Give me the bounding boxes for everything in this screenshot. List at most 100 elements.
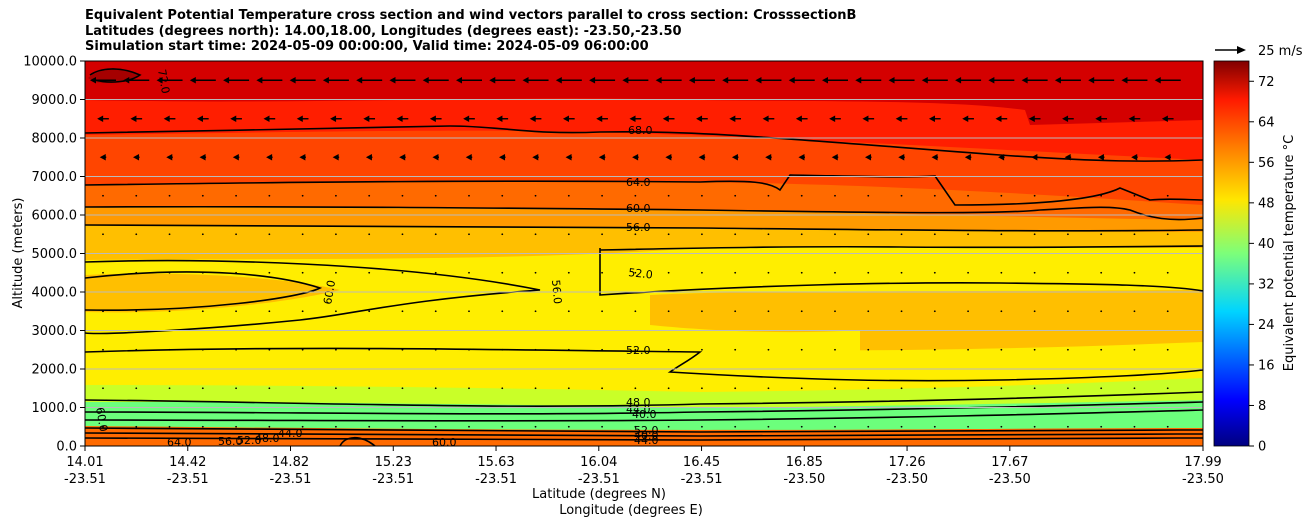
wind-vector	[489, 77, 516, 84]
wind-vector	[601, 348, 603, 351]
wind-vector	[1166, 425, 1169, 428]
wind-vector	[1166, 387, 1169, 390]
wind-vector	[168, 271, 171, 274]
wind-vector	[834, 233, 836, 236]
x-tick-label-lon: -23.51	[681, 472, 723, 487]
colorbar-ticks: 0 8 16 24 32 40 48 56 64 72	[1249, 75, 1275, 455]
filled-contours	[85, 61, 1203, 446]
y-tick-label: 2000.0	[32, 363, 78, 378]
wind-vector	[330, 115, 342, 122]
wind-vector	[299, 154, 306, 161]
wind-vector	[501, 271, 504, 274]
wind-vector	[1128, 115, 1141, 122]
contour-line-52	[599, 245, 1203, 251]
wind-vector	[356, 77, 383, 84]
wind-vector	[1164, 154, 1171, 161]
y-tick-label: 3000.0	[32, 324, 78, 339]
x-tick-label-lon: -23.51	[578, 472, 620, 487]
wind-vector	[834, 425, 836, 428]
wind-vector	[235, 194, 237, 197]
wind-vector	[235, 387, 237, 390]
wind-vector	[632, 154, 639, 161]
wind-vector	[900, 425, 903, 428]
wind-vector	[534, 271, 537, 274]
x-tick-label-lon: -23.50	[783, 472, 825, 487]
wind-vector	[534, 194, 537, 197]
wind-vector	[1100, 194, 1103, 197]
wind-vector	[468, 348, 470, 351]
wind-vector	[900, 348, 903, 351]
wind-vector	[567, 310, 570, 313]
x-tick-label-lat: 14.01	[66, 455, 103, 470]
colorbar-gradient	[1213, 60, 1250, 447]
wind-vector	[399, 154, 406, 161]
wind-vector	[268, 348, 271, 351]
wind-vector	[967, 310, 969, 313]
wind-vector	[767, 348, 770, 351]
wind-vector	[301, 348, 304, 351]
wind-vector	[900, 310, 903, 313]
wind-vector	[434, 387, 437, 390]
wind-vector	[967, 348, 969, 351]
wind-vector	[463, 115, 475, 122]
wind-vector	[168, 387, 171, 390]
wind-vector	[667, 310, 670, 313]
wind-vector	[867, 233, 870, 236]
wind-vector	[634, 271, 637, 274]
gridlines	[85, 99, 1203, 408]
wind-vector	[368, 233, 371, 236]
wind-vector	[933, 387, 936, 390]
wind-vector	[389, 77, 416, 84]
wind-vector	[933, 194, 936, 197]
wind-vector	[667, 387, 670, 390]
wind-vector	[223, 77, 250, 84]
x-tick-label-lat: 15.63	[477, 455, 514, 470]
wind-vector	[767, 387, 770, 390]
wind-vector	[1133, 425, 1136, 428]
x-tick-label-lon: -23.51	[167, 472, 209, 487]
wind-vector	[1161, 115, 1174, 122]
wind-vector	[734, 271, 737, 274]
wind-vector	[368, 194, 371, 197]
wind-vector	[130, 115, 143, 122]
wind-vector	[401, 310, 404, 313]
wind-vector	[268, 425, 271, 428]
wind-vector	[496, 115, 509, 122]
title-line-1: Equivalent Potential Temperature cross s…	[85, 8, 857, 23]
wind-vector	[1033, 387, 1036, 390]
wind-vector	[967, 194, 969, 197]
contour-label: 64.0	[626, 176, 651, 189]
wind-vector	[1064, 154, 1072, 161]
wind-vector	[501, 310, 504, 313]
wind-vector	[365, 154, 373, 161]
wind-vector	[834, 348, 836, 351]
colorbar-tick-label: 72	[1258, 75, 1275, 90]
wind-vector	[102, 233, 104, 236]
wind-vector	[867, 425, 870, 428]
wind-vector	[567, 271, 570, 274]
wind-vector	[1033, 348, 1036, 351]
wind-vector	[698, 154, 706, 161]
wind-vector	[1166, 271, 1169, 274]
wind-vector	[800, 310, 803, 313]
wind-vector	[831, 154, 839, 161]
wind-vector	[432, 154, 439, 161]
contour-line-60-mid	[85, 271, 323, 311]
y-tick-label: 10000.0	[23, 55, 77, 70]
contour-label: 68.0	[628, 124, 653, 137]
wind-vector	[256, 77, 283, 84]
y-axis-label: Altitude (meters)	[11, 198, 26, 309]
wind-vector	[933, 348, 936, 351]
contour-label: 52.0	[626, 344, 651, 357]
wind-vector	[501, 387, 504, 390]
contour-label: 44.0	[278, 427, 303, 440]
x-tick-label-lat: 16.04	[580, 455, 617, 470]
wind-vector	[688, 77, 715, 84]
wind-vector	[335, 233, 337, 236]
wind-vector	[865, 154, 872, 161]
wind-vector	[855, 77, 882, 84]
contour-label: 72.0	[155, 68, 172, 94]
wind-vector	[401, 348, 404, 351]
wind-vector	[401, 233, 404, 236]
wind-vector	[601, 387, 603, 390]
